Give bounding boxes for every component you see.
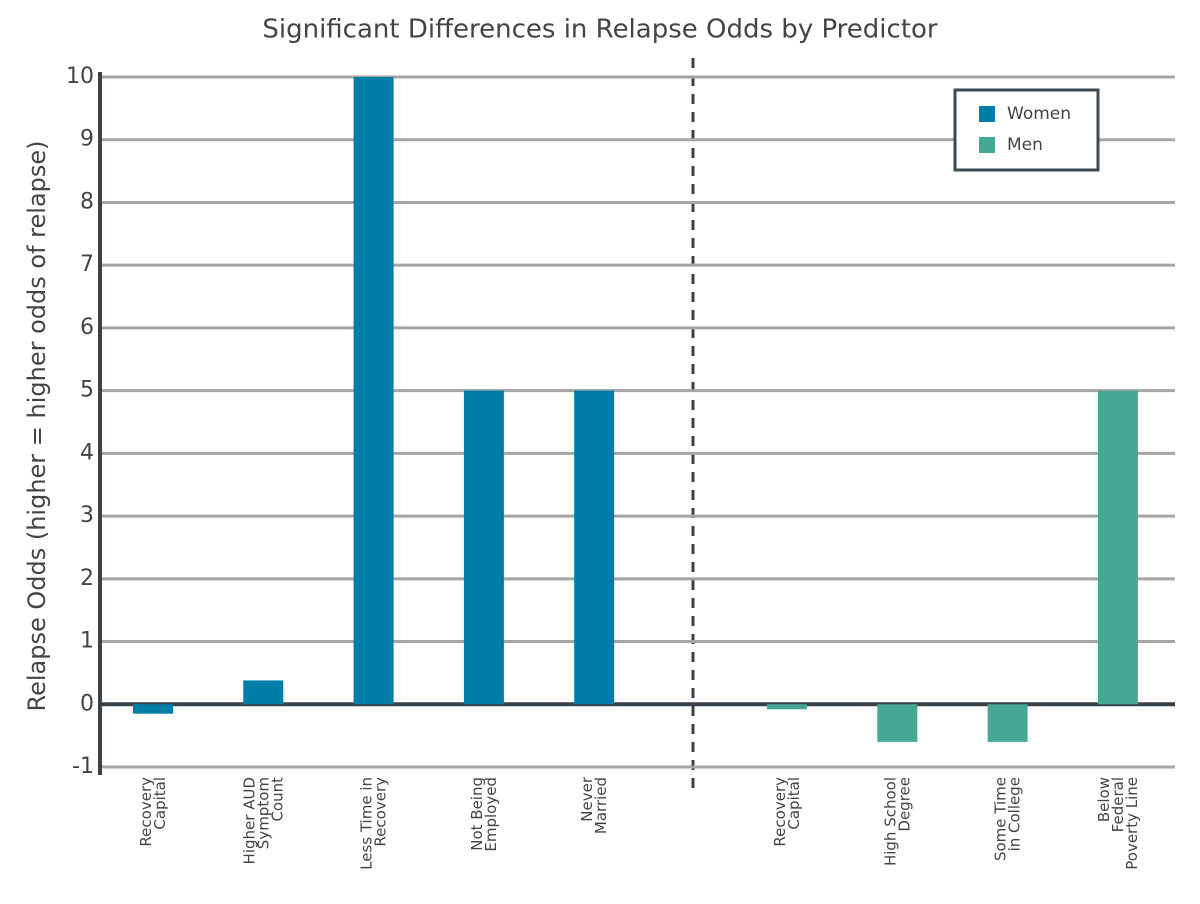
x-tick-label-line: Not Being: [467, 777, 485, 851]
legend-label: Men: [1007, 135, 1043, 155]
x-tick-label: Higher AUDSymptomCount: [240, 777, 286, 865]
x-tick-label: NeverMarried: [578, 776, 610, 834]
y-tick-label: 3: [80, 503, 94, 528]
x-tick-label-line: High School: [881, 777, 899, 866]
x-tick-label: High SchoolDegree: [881, 777, 913, 866]
legend-label: Women: [1007, 104, 1071, 124]
bar: [877, 704, 918, 742]
x-tick-label-line: Higher AUD: [240, 777, 258, 864]
bar: [463, 390, 504, 705]
y-tick-label: 4: [80, 440, 94, 465]
x-tick-label: Not BeingEmployed: [467, 777, 499, 852]
bar: [1097, 390, 1138, 705]
y-axis-label: Relapse Odds (higher = higher odds of re…: [23, 140, 51, 711]
y-tick-label: 8: [80, 189, 94, 214]
x-tick-label-line: Below: [1094, 777, 1112, 822]
x-tick-label-line: Recovery: [371, 777, 389, 847]
x-tick-label: Some Timein College: [991, 777, 1023, 861]
x-tick-label: Less Time inRecovery: [357, 777, 389, 870]
x-tick-label: RecoveryCapital: [771, 777, 803, 847]
x-tick-label-line: Federal: [1108, 777, 1126, 832]
bar: [574, 390, 615, 705]
x-tick-label-line: Degree: [895, 777, 913, 832]
y-tick-label: 1: [80, 629, 94, 654]
legend-swatch: [979, 137, 995, 153]
bar: [767, 704, 807, 710]
bar: [353, 77, 394, 705]
x-tick-label-line: Employed: [481, 777, 499, 852]
x-tick-label: BelowFederalPoverty Line: [1094, 777, 1140, 870]
y-tick-label: 9: [80, 127, 94, 152]
x-tick-label-line: Less Time in: [357, 777, 375, 870]
x-tick-label-line: Recovery: [771, 777, 789, 847]
x-tick-label-line: Poverty Line: [1122, 777, 1140, 870]
x-tick-label-line: Recovery: [137, 777, 155, 847]
x-tick-label-line: Married: [592, 777, 610, 834]
x-tick-label-line: in College: [1005, 777, 1023, 851]
y-tick-label: 0: [80, 691, 94, 716]
y-tick-label: -1: [72, 754, 94, 779]
y-tick-label: 7: [80, 252, 94, 277]
x-tick-label-line: Count: [268, 777, 286, 822]
legend-box: [953, 88, 1100, 172]
bar: [243, 680, 284, 705]
bar: [133, 704, 173, 714]
chart-title: Significant Differences in Relapse Odds …: [262, 15, 938, 45]
y-tick-label: 5: [80, 378, 94, 403]
x-tick-label-line: Some Time: [991, 777, 1009, 861]
x-tick-label-line: Capital: [785, 777, 803, 830]
x-tick-label-line: Symptom: [254, 777, 272, 849]
y-tick-label: 10: [66, 64, 94, 89]
y-tick-label: 6: [80, 315, 94, 340]
x-tick-label-line: Capital: [151, 777, 169, 830]
bar: [987, 704, 1028, 742]
x-tick-label: RecoveryCapital: [137, 777, 169, 847]
y-tick-label: 2: [80, 566, 94, 591]
legend-swatch: [979, 106, 995, 122]
x-tick-label-line: Never: [578, 776, 596, 822]
